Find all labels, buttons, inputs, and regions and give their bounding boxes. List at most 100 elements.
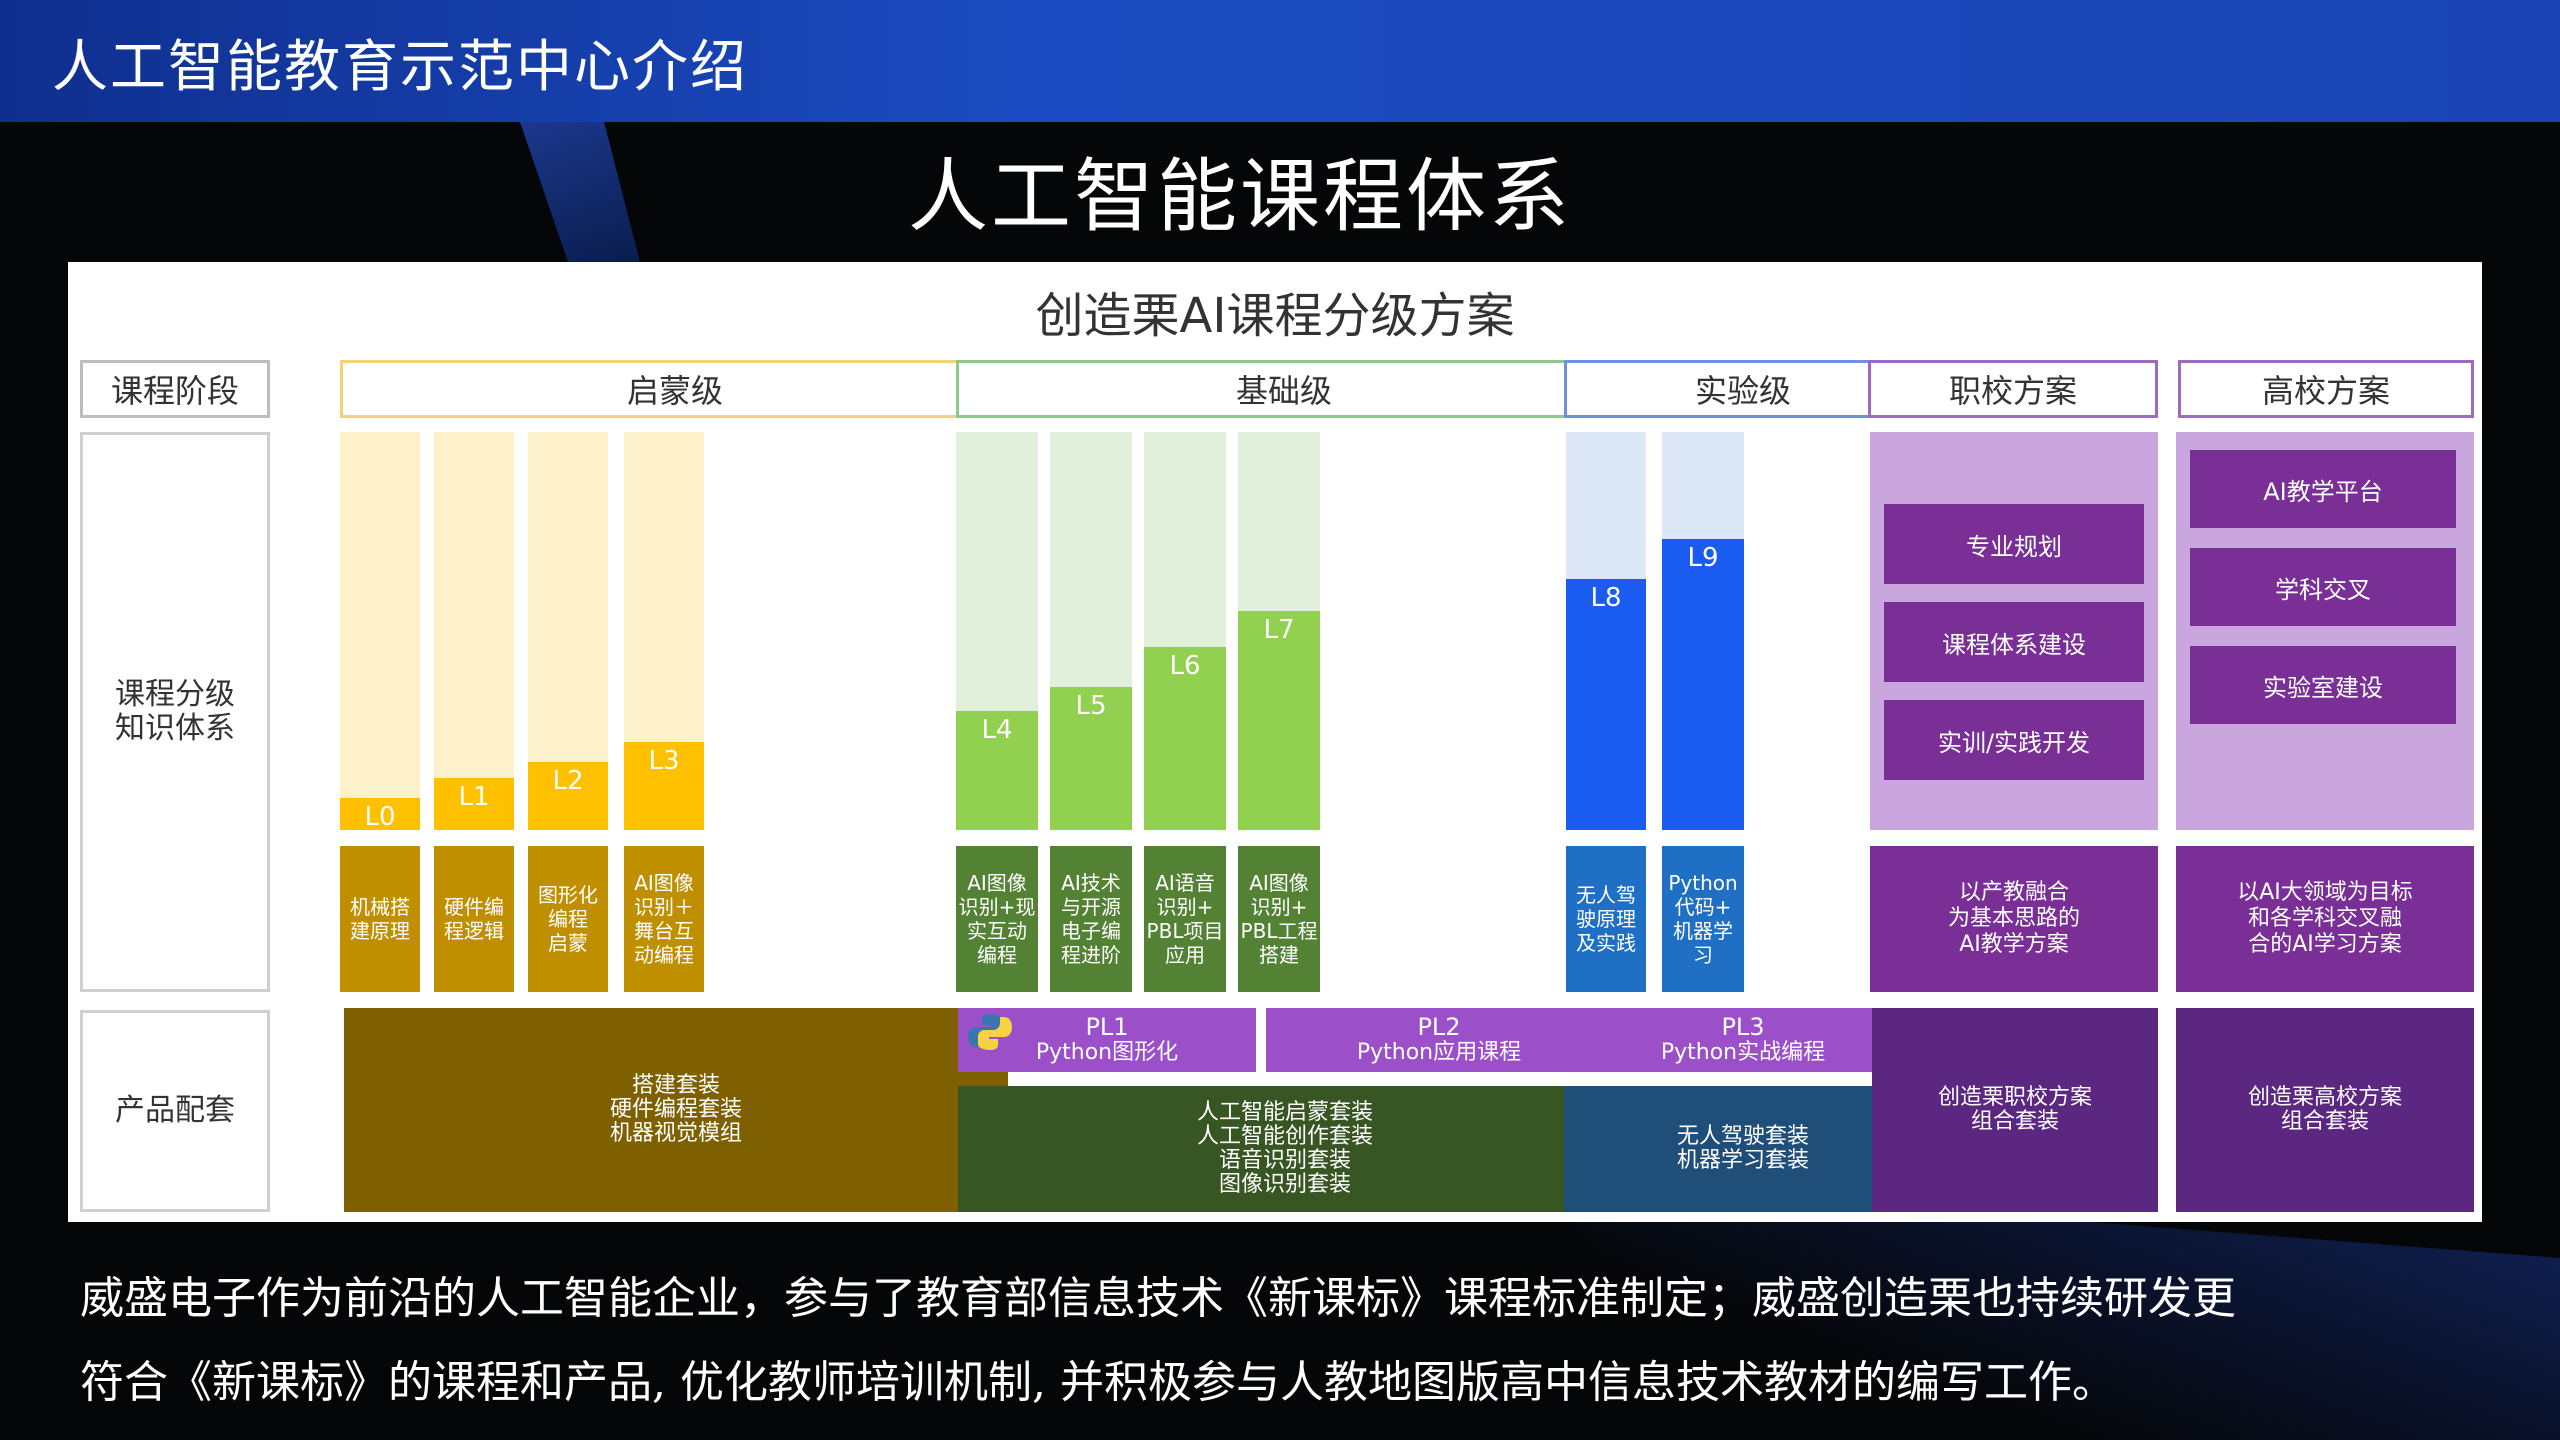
level-bar-l7: L7 — [1238, 611, 1320, 830]
slide-heading: 人工智能课程体系 — [908, 150, 1572, 243]
level-label: L7 — [1263, 615, 1295, 645]
product-line: 图像识别套装 — [1218, 1172, 1351, 1197]
level-label: L8 — [1590, 583, 1622, 613]
gaoxiao-item: AI教学平台 — [2188, 448, 2458, 530]
level-desc-line: AI语音 — [1155, 871, 1215, 895]
gaoxiao-item: 实验室建设 — [2188, 644, 2458, 726]
product-jichu: 人工智能启蒙套装 人工智能创作套装 语音识别套装 图像识别套装 — [958, 1086, 1612, 1212]
level-desc-line: 机械搭 — [350, 895, 410, 919]
level-bar-l2: L2 — [528, 762, 608, 830]
level-desc-line: 习 — [1693, 943, 1713, 967]
level-desc-line: 识别+ — [1156, 895, 1214, 919]
level-desc-line: PBL项目 — [1146, 919, 1224, 943]
zhixiao-item: 实训/实践开发 — [1882, 698, 2146, 782]
product-qimeng: 搭建套装 硬件编程套装 机器视觉模组 — [344, 1008, 1008, 1212]
level-desc: AI技术 与开源 电子编 程进阶 — [1050, 846, 1132, 992]
level-bar-l4: L4 — [956, 711, 1038, 830]
level-desc-line: 识别+ — [1250, 895, 1308, 919]
level-desc-line: 驶原理 — [1576, 907, 1636, 931]
stage-zhixiao: 职校方案 — [1868, 360, 2158, 418]
level-desc-line: 程逻辑 — [444, 919, 504, 943]
level-desc-line: 搭建 — [1259, 943, 1299, 967]
zhixiao-item: 课程体系建设 — [1882, 600, 2146, 684]
stage-gaoxiao: 高校方案 — [2178, 360, 2474, 418]
pl3-name: Python实战编程 — [1660, 1040, 1826, 1065]
curriculum-panel: 创造栗AI课程分级方案 课程阶段 启蒙级 基础级 实验级 职校方案 高校方案 课… — [68, 262, 2482, 1222]
product-line: 创造栗职校方案 — [1937, 1085, 2092, 1110]
product-line: 机器学习套装 — [1676, 1148, 1809, 1173]
stage-qimeng: 启蒙级 — [340, 360, 1010, 418]
pl2-name: Python应用课程 — [1356, 1040, 1522, 1065]
level-label: L6 — [1169, 651, 1201, 681]
level-desc-line: AI图像 — [967, 871, 1027, 895]
product-shiyan: 无人驾驶套装 机器学习套装 — [1564, 1086, 1922, 1212]
product-line: 机器视觉模组 — [609, 1121, 742, 1146]
level-desc-line: Python — [1668, 871, 1738, 895]
level-desc: 机械搭 建原理 — [340, 846, 420, 992]
gaoxiao-desc: 以AI大领域为目标 和各学科交叉融 合的AI学习方案 — [2176, 846, 2474, 992]
level-desc-line: 舞台互 — [634, 919, 694, 943]
top-banner: 人工智能教育示范中心介绍 — [0, 0, 2560, 122]
level-label: L5 — [1075, 691, 1107, 721]
knowledge-label-line2: 知识体系 — [115, 711, 235, 746]
paragraph-line-2: 符合《新课标》的课程和产品, 优化教师培训机制, 并积极参与人教地图版高中信息技… — [80, 1357, 2116, 1408]
level-label: L9 — [1687, 543, 1719, 573]
level-desc-line: 及实践 — [1576, 931, 1636, 955]
panel-title: 创造栗AI课程分级方案 — [1035, 288, 1515, 344]
product-row-label: 产品配套 — [80, 1010, 270, 1212]
level-desc: 无人驾 驶原理 及实践 — [1566, 846, 1646, 992]
level-label: L0 — [364, 802, 396, 832]
product-line: 搭建套装 — [631, 1073, 720, 1098]
stage-shiyan: 实验级 — [1564, 360, 1922, 418]
level-desc-line: 启蒙 — [548, 931, 588, 955]
level-bar-l3: L3 — [624, 742, 704, 830]
product-zhixiao: 创造栗职校方案 组合套装 — [1872, 1008, 2158, 1212]
level-desc-line: 编程 — [548, 907, 588, 931]
level-desc-line: PBL工程 — [1240, 919, 1318, 943]
pl2-badge: PL2 Python应用课程 — [1266, 1008, 1612, 1072]
level-desc-line: 实互动 — [967, 919, 1027, 943]
zhixiao-desc-line: 为基本思路的 — [1947, 906, 2080, 931]
stage-row-label: 课程阶段 — [80, 360, 270, 418]
level-desc-line: 识别+现 — [958, 895, 1036, 919]
level-desc-line: 电子编 — [1061, 919, 1121, 943]
level-desc-line: 程进阶 — [1061, 943, 1121, 967]
level-desc-line: 识别＋ — [634, 895, 694, 919]
level-desc: 硬件编 程逻辑 — [434, 846, 514, 992]
level-desc-line: 代码+ — [1674, 895, 1732, 919]
level-label: L1 — [458, 782, 490, 812]
zhixiao-desc-line: AI教学方案 — [1959, 932, 2069, 957]
level-bar-l6: L6 — [1144, 647, 1226, 830]
level-desc-line: 硬件编 — [444, 895, 504, 919]
level-desc: AI语音 识别+ PBL项目 应用 — [1144, 846, 1226, 992]
level-bar-l5: L5 — [1050, 687, 1132, 830]
knowledge-label-line1: 课程分级 — [115, 677, 235, 712]
zhixiao-item: 专业规划 — [1882, 502, 2146, 586]
product-line: 无人驾驶套装 — [1676, 1124, 1809, 1149]
gaoxiao-item: 学科交叉 — [2188, 546, 2458, 628]
pl1-code: PL1 — [1085, 1013, 1129, 1041]
stage-jichu: 基础级 — [956, 360, 1612, 418]
level-bar-l9: L9 — [1662, 539, 1744, 830]
level-column-bg — [340, 432, 420, 830]
product-line: 创造栗高校方案 — [2247, 1085, 2402, 1110]
product-line: 组合套装 — [1970, 1109, 2059, 1134]
gaoxiao-desc-line: 合的AI学习方案 — [2248, 932, 2402, 957]
level-desc: Python 代码+ 机器学习 — [1662, 846, 1744, 992]
product-line: 硬件编程套装 — [609, 1097, 742, 1122]
product-line: 语音识别套装 — [1218, 1148, 1351, 1173]
level-desc-line: 无人驾 — [1576, 883, 1636, 907]
banner-title: 人工智能教育示范中心介绍 — [52, 35, 748, 100]
pl2-code: PL2 — [1417, 1013, 1461, 1041]
zhixiao-desc-line: 以产教融合 — [1958, 880, 2069, 905]
level-desc: AI图像 识别+ PBL工程 搭建 — [1238, 846, 1320, 992]
product-line: 人工智能创作套装 — [1196, 1124, 1373, 1149]
level-desc-line: AI图像 — [634, 871, 694, 895]
level-desc: AI图像 识别＋ 舞台互 动编程 — [624, 846, 704, 992]
level-desc-line: 机器学 — [1673, 919, 1733, 943]
level-desc-line: 应用 — [1165, 943, 1205, 967]
level-label: L4 — [981, 715, 1013, 745]
gaoxiao-desc-line: 以AI大领域为目标 — [2237, 880, 2413, 905]
level-bar-l1: L1 — [434, 778, 514, 830]
zhixiao-desc: 以产教融合 为基本思路的 AI教学方案 — [1870, 846, 2158, 992]
